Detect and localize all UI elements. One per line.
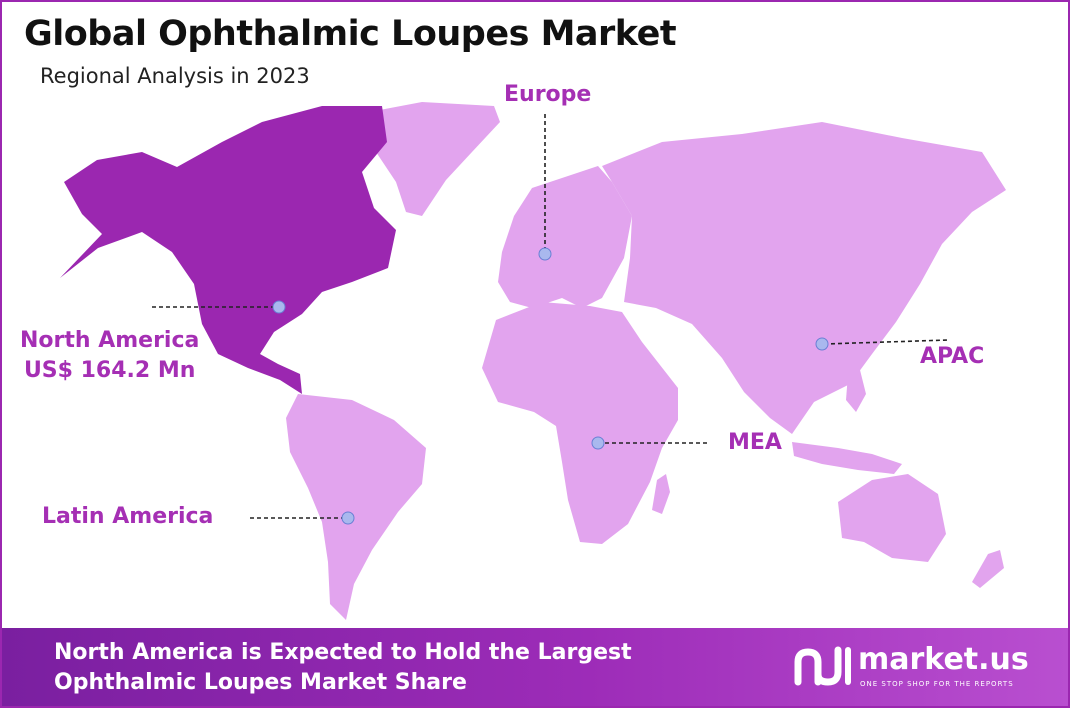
footer-line-1: North America is Expected to Hold the La… [54,640,632,665]
apac-marker [815,337,829,351]
label-latin-america: Latin America [42,504,214,529]
madagascar-shape [652,474,670,514]
brand-name: market.us [858,642,1029,677]
north-america-marker [272,300,286,314]
latin-america-shape [286,394,426,620]
brand-logo: market.us ONE STOP SHOP FOR THE REPORTS [792,642,1042,692]
latin-america-marker [341,511,355,525]
north-america-value: US$ 164.2 Mn [23,358,196,383]
world-map [60,102,1006,620]
brand-tagline: ONE STOP SHOP FOR THE REPORTS [860,680,1014,688]
label-north-america: North America US$ 164.2 Mn [20,326,199,386]
footer-line-2: Ophthalmic Loupes Market Share [54,670,467,695]
market-us-logo-icon [794,646,851,686]
africa-shape [482,302,678,544]
label-apac: APAC [920,344,985,369]
label-europe: Europe [504,82,592,107]
new-zealand-shape [972,550,1004,588]
europe-marker [538,247,552,261]
australia-shape [838,474,946,562]
mea-marker [591,436,605,450]
philippines-shape [846,370,866,412]
footer-banner: North America is Expected to Hold the La… [2,628,1068,706]
label-mea: MEA [728,430,782,455]
footer-text: North America is Expected to Hold the La… [54,638,632,698]
greenland-shape [358,102,500,216]
europe-shape [498,166,632,308]
north-america-name: North America [20,328,200,353]
asia-shape [602,122,1006,434]
japan-shape [878,258,910,320]
page-subtitle: Regional Analysis in 2023 [40,64,310,88]
indonesia-shape [792,442,902,474]
page-title: Global Ophthalmic Loupes Market [24,14,677,54]
north-america-shape [60,106,396,394]
